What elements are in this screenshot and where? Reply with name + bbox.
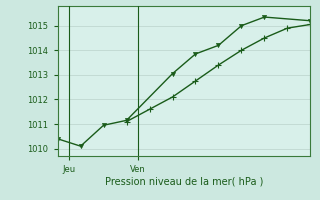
X-axis label: Pression niveau de la mer( hPa ): Pression niveau de la mer( hPa ) <box>105 177 263 187</box>
